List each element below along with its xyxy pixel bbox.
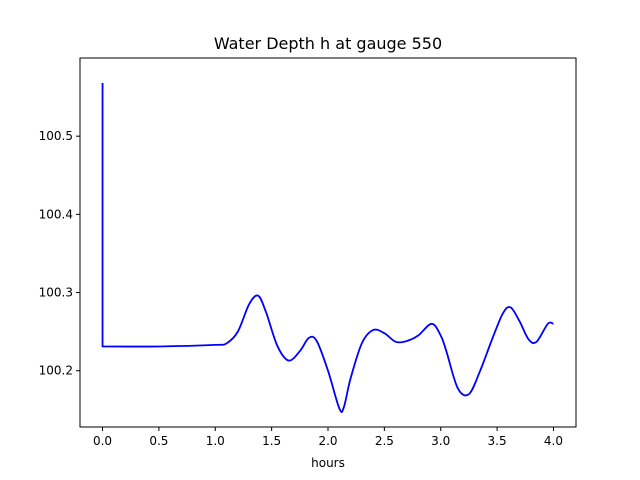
x-tick-label-3: 1.5 [262, 434, 281, 448]
x-tick-label-2: 1.0 [206, 434, 225, 448]
x-tick-label-8: 4.0 [544, 434, 563, 448]
y-tick-label-3: 100.5 [39, 129, 73, 143]
x-tick-label-0: 0.0 [93, 434, 112, 448]
plot-frame [79, 57, 577, 428]
series-layer [101, 83, 554, 413]
y-tick-label-2: 100.4 [39, 207, 73, 221]
series-line-0 [101, 83, 554, 413]
x-tick-label-4: 2.0 [318, 434, 337, 448]
plot-area [80, 58, 576, 427]
x-tick-label-6: 3.0 [431, 434, 450, 448]
x-axis-ticks: 0.0 0.5 1.0 1.5 2.0 2.5 3.0 3.5 4.0 [93, 427, 563, 448]
x-tick-label-7: 3.5 [488, 434, 507, 448]
x-tick-label-1: 0.5 [149, 434, 168, 448]
y-tick-label-0: 100.2 [39, 364, 73, 378]
x-axis-label: hours [311, 456, 345, 470]
chart-title: Water Depth h at gauge 550 [214, 34, 442, 53]
x-tick-label-5: 2.5 [375, 434, 394, 448]
y-tick-label-1: 100.3 [39, 286, 73, 300]
y-axis-ticks: 100.2 100.3 100.4 100.5 [39, 129, 80, 378]
